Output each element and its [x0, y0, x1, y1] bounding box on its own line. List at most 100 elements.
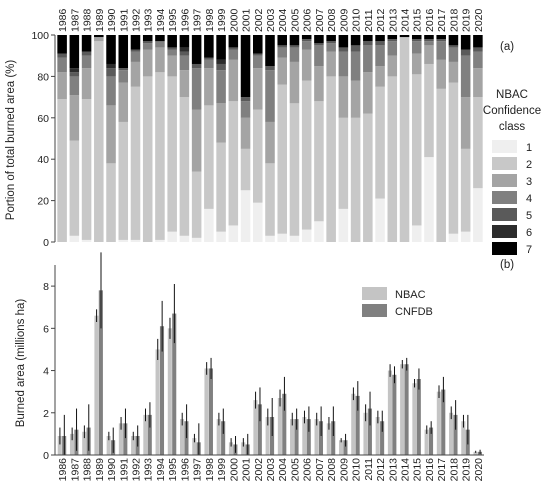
bar-segment-2007-class-1	[314, 221, 324, 242]
x-tick-label-1989: 1989	[94, 458, 106, 482]
bar-segment-1988-class-7	[81, 35, 92, 52]
x-tick-label-1989: 1989	[94, 8, 106, 32]
y-tick-label-60: 60	[37, 113, 49, 125]
x-tick-label-1986: 1986	[57, 8, 69, 32]
bar-segment-2008-class-2	[326, 76, 336, 243]
x-tick-label-1991: 1991	[118, 458, 130, 482]
bar-segment-2009-class-4	[338, 51, 349, 77]
bar-segment-1993-class-5	[142, 41, 153, 44]
bar-segment-2001-class-2	[240, 148, 251, 191]
y-tick-label-40: 40	[37, 154, 49, 166]
x-tick-label-2013: 2013	[387, 8, 399, 32]
legend-swatch-class-7	[492, 242, 517, 255]
x-tick-label-1987: 1987	[69, 458, 81, 482]
x-tick-label-1997: 1997	[192, 458, 204, 482]
x-tick-label-1990: 1990	[106, 8, 118, 32]
bar-segment-1994-class-3	[155, 47, 165, 73]
bar-segment-2002-class-3	[253, 68, 263, 110]
bar-segment-1990-class-7	[106, 35, 116, 64]
bar-segment-1997-class-2	[191, 171, 202, 238]
bar-segment-2018-class-7	[448, 35, 459, 46]
bar-segment-2005-class-1	[289, 235, 300, 242]
bar-segment-1993-class-7	[142, 35, 153, 42]
legend-items: 1 2 3 4 5 6 7	[492, 140, 532, 256]
bar-segment-2010-class-2	[350, 117, 361, 242]
bar-segment-1991-class-4	[118, 70, 129, 83]
bar-segment-2012-class-5	[375, 41, 385, 46]
bar-segment-2014-class-7	[399, 35, 410, 38]
bar-NBAC-1994	[155, 349, 160, 455]
bar-segment-1999-class-1	[216, 231, 226, 242]
bar-segment-1988-class-1	[81, 239, 92, 242]
bar-segment-2011-class-3	[363, 72, 373, 114]
x-tick-label-2013: 2013	[387, 458, 399, 482]
bar-CNFDB-2014	[404, 364, 409, 455]
x-tick-label-1993: 1993	[143, 8, 155, 32]
bar-segment-2020-class-7	[473, 35, 483, 48]
panel-b-x-tick-labels: 1986 1987 1988 1989 1990 1991 1992 1993 1994 1995…	[57, 458, 485, 482]
bar-segment-1997-class-4	[191, 68, 202, 110]
x-tick-label-2017: 2017	[436, 458, 448, 482]
bar-segment-2004-class-3	[277, 57, 287, 85]
bar-NBAC-2018	[449, 412, 454, 455]
bar-NBAC-1999	[216, 419, 221, 455]
x-tick-label-1986: 1986	[57, 458, 69, 482]
bar-CNFDB-2004	[282, 393, 287, 455]
bar-segment-1993-class-3	[142, 49, 153, 77]
bar-segment-2015-class-2	[411, 74, 422, 226]
bar-CNFDB-2010	[355, 395, 360, 455]
panel-a-label: (a)	[500, 41, 514, 53]
x-tick-label-1987: 1987	[69, 8, 81, 32]
x-tick-label-1990: 1990	[106, 458, 118, 482]
legend-swatch-class-2	[492, 157, 517, 170]
bar-segment-1986-class-2	[57, 99, 67, 242]
bar-CNFDB-1999	[221, 421, 226, 455]
bar-segment-1992-class-2	[130, 86, 141, 240]
bar-segment-2015-class-7	[411, 35, 422, 40]
bar-segment-2013-class-3	[387, 55, 398, 77]
bar-segment-2002-class-5	[253, 53, 263, 56]
bar-segment-1994-class-4	[155, 41, 165, 48]
bar-segment-2006-class-3	[301, 49, 312, 81]
bar-segment-1996-class-5	[179, 51, 190, 56]
bar-CNFDB-2002	[257, 404, 262, 455]
legend-swatch-CNFDB	[362, 304, 387, 317]
bar-NBAC-2000	[228, 442, 234, 455]
panel-a-legend: NBAC Confidence class 1 2 3 4 5 6 7	[483, 89, 541, 256]
bar-segment-2013-class-7	[387, 35, 398, 40]
bar-segment-2019-class-1	[460, 231, 471, 242]
x-tick-label-2018: 2018	[448, 8, 460, 32]
x-tick-label-2011: 2011	[363, 9, 375, 32]
bar-segment-1997-class-7	[191, 35, 202, 64]
panel-b-legend: NBAC CNFDB	[362, 287, 433, 318]
bar-segment-1997-class-3	[191, 109, 202, 172]
bar-segment-2010-class-7	[350, 35, 361, 46]
bar-segment-1997-class-5	[191, 63, 202, 69]
legend-swatch-class-1	[492, 140, 517, 153]
bar-segment-2005-class-2	[289, 103, 300, 236]
bar-segment-1999-class-2	[216, 142, 226, 232]
x-tick-label-2014: 2014	[400, 8, 412, 32]
bar-segment-1987-class-7	[69, 35, 80, 69]
x-tick-label-2000: 2000	[228, 8, 240, 32]
bar-segment-1988-class-3	[81, 68, 92, 100]
y-tick-label-4: 4	[43, 366, 49, 378]
bar-segment-2019-class-3	[460, 97, 471, 149]
bar-segment-2005-class-5	[289, 45, 300, 48]
bar-segment-2009-class-5	[338, 47, 349, 52]
bar-CNFDB-2011	[367, 408, 372, 455]
bar-segment-1990-class-2	[106, 163, 116, 242]
bar-NBAC-2011	[363, 412, 368, 455]
bar-segment-1987-class-5	[69, 72, 80, 77]
legend-title-line-2: Confidence	[483, 105, 541, 117]
bar-segment-2020-class-2	[473, 97, 483, 189]
bar-segment-2009-class-3	[338, 76, 349, 118]
bar-segment-2007-class-4	[314, 45, 324, 67]
bar-segment-2015-class-5	[411, 39, 422, 42]
bar-segment-1990-class-3	[106, 105, 116, 164]
bar-CNFDB-1998	[208, 368, 213, 455]
bar-segment-1988-class-2	[81, 99, 92, 240]
bar-segment-1986-class-3	[57, 72, 67, 100]
x-tick-label-1997: 1997	[192, 8, 204, 32]
bar-segment-2004-class-1	[277, 233, 287, 242]
